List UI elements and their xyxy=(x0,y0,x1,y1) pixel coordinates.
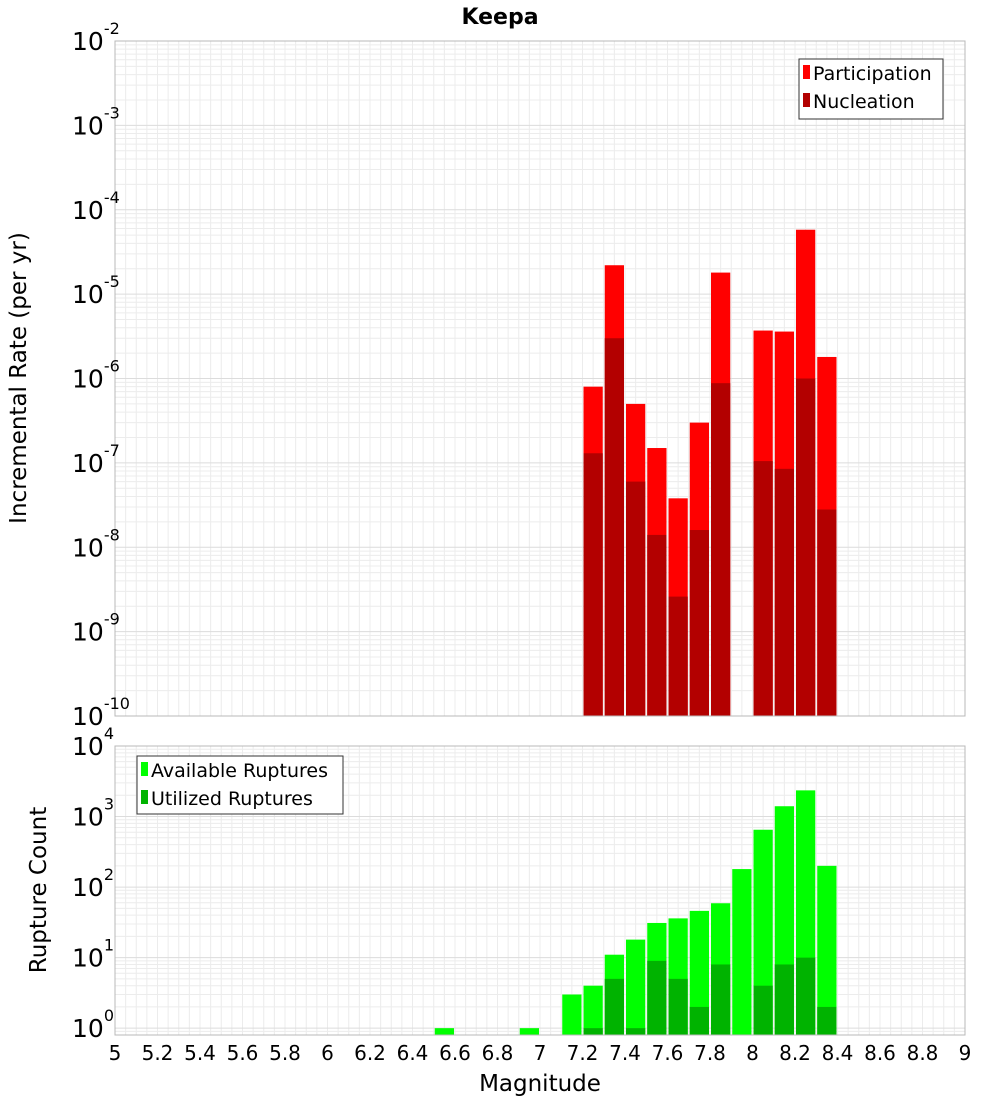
x-tick-label: 8.8 xyxy=(907,1041,939,1065)
rate-bar xyxy=(817,509,837,716)
rate-legend-label: Participation xyxy=(813,63,932,85)
top-y-axis-label: Incremental Rate (per yr) xyxy=(6,232,32,524)
rate-bar xyxy=(626,481,646,716)
count-bar xyxy=(753,829,773,1035)
chart-title: Keepa xyxy=(461,5,538,30)
x-tick-label: 7 xyxy=(534,1041,547,1065)
count-bar xyxy=(817,865,837,1035)
count-bar xyxy=(583,985,603,1035)
count-bar xyxy=(583,1028,603,1035)
x-tick-label: 6.8 xyxy=(482,1041,514,1065)
count-bar xyxy=(647,960,667,1035)
x-tick-label: 8.2 xyxy=(779,1041,811,1065)
count-bar xyxy=(753,985,773,1035)
x-tick-label: 8 xyxy=(746,1041,759,1065)
rate-y-tick-label: 10-3 xyxy=(72,103,120,140)
x-tick-label: 8.4 xyxy=(822,1041,854,1065)
x-tick-label: 5 xyxy=(109,1041,122,1065)
count-bar xyxy=(689,910,709,1035)
x-tick-label: 5.4 xyxy=(184,1041,216,1065)
rate-y-tick-label: 10-7 xyxy=(72,441,120,478)
count-bar xyxy=(689,1006,709,1035)
rate-legend-box xyxy=(798,58,944,120)
x-tick-label: 7.6 xyxy=(652,1041,684,1065)
count-y-tick-label: 101 xyxy=(72,936,114,973)
count-legend-swatch xyxy=(141,762,148,776)
rate-panel: 10-2 10-3 10-4 10-5 10-6 10-7 10-8 10-9 10-10 Par… xyxy=(72,19,966,731)
x-tick-label: 7.4 xyxy=(609,1041,641,1065)
count-y-tick-label: 100 xyxy=(72,1006,114,1043)
rate-bar xyxy=(796,378,816,716)
rate-y-tick-label: 10-4 xyxy=(72,188,120,225)
x-tick-label: 9 xyxy=(959,1041,972,1065)
rate-y-tick-label: 10-2 xyxy=(72,19,120,56)
x-tick-label: 7.8 xyxy=(694,1041,726,1065)
count-bar xyxy=(817,1006,837,1035)
rate-bar xyxy=(583,453,603,716)
x-tick-label: 6.2 xyxy=(354,1041,386,1065)
count-bar xyxy=(562,994,582,1035)
x-tick-label: 6.4 xyxy=(397,1041,429,1065)
rate-bar xyxy=(604,338,624,716)
rate-y-tick-label: 10-6 xyxy=(72,357,120,394)
rate-y-tick-label: 10-9 xyxy=(72,610,120,647)
rate-legend: Participation Nucleation xyxy=(798,58,944,120)
x-tick-label: 5.2 xyxy=(142,1041,174,1065)
count-legend-label: Utilized Ruptures xyxy=(151,788,313,810)
rate-legend-swatch xyxy=(803,93,810,107)
rate-bar xyxy=(753,461,773,716)
rate-bar xyxy=(774,468,794,716)
rate-bar xyxy=(647,534,667,716)
count-bar xyxy=(604,978,624,1035)
x-tick-label: 6.6 xyxy=(439,1041,471,1065)
x-tick-label: 6 xyxy=(321,1041,334,1065)
rate-legend-label: Nucleation xyxy=(813,91,915,113)
rate-plot-frame xyxy=(114,40,966,717)
bottom-y-axis-label: Rupture Count xyxy=(26,807,52,973)
rate-legend-swatch xyxy=(803,65,810,79)
count-bar xyxy=(519,1028,539,1035)
count-y-tick-label: 102 xyxy=(72,865,114,902)
count-legend: Available Ruptures Utilized Ruptures xyxy=(136,755,344,815)
x-ticks: 5 5.2 5.4 5.6 5.8 6 6.2 6.4 6.6 6.8 7 7.2 7.4 7.6 7.8 8… xyxy=(109,1041,972,1065)
count-bar xyxy=(626,1028,646,1035)
x-tick-label: 5.6 xyxy=(227,1041,259,1065)
count-plot-frame xyxy=(114,745,966,1036)
count-bar xyxy=(668,978,688,1035)
rate-bar xyxy=(668,596,688,716)
count-series-1 xyxy=(583,957,837,1035)
rate-bar xyxy=(689,530,709,716)
rate-y-tick-label: 10-8 xyxy=(72,525,120,562)
count-bar xyxy=(711,964,731,1035)
rate-grid xyxy=(114,40,966,717)
x-tick-label: 7.2 xyxy=(567,1041,599,1065)
x-axis-label: Magnitude xyxy=(479,1071,601,1097)
rate-bar xyxy=(711,383,731,716)
x-tick-label: 8.6 xyxy=(864,1041,896,1065)
x-tick-label: 5.8 xyxy=(269,1041,301,1065)
count-bar xyxy=(774,964,794,1035)
rate-y-tick-label: 10-10 xyxy=(72,694,130,731)
count-legend-swatch xyxy=(141,790,148,804)
count-bar xyxy=(626,939,646,1035)
count-bar xyxy=(796,957,816,1035)
count-legend-box xyxy=(136,755,344,815)
rate-y-tick-label: 10-5 xyxy=(72,272,120,309)
count-bar xyxy=(434,1028,454,1035)
count-y-tick-label: 103 xyxy=(72,795,114,832)
rate-series-1 xyxy=(583,338,837,716)
count-legend-label: Available Ruptures xyxy=(151,760,328,782)
count-bar xyxy=(732,869,752,1035)
